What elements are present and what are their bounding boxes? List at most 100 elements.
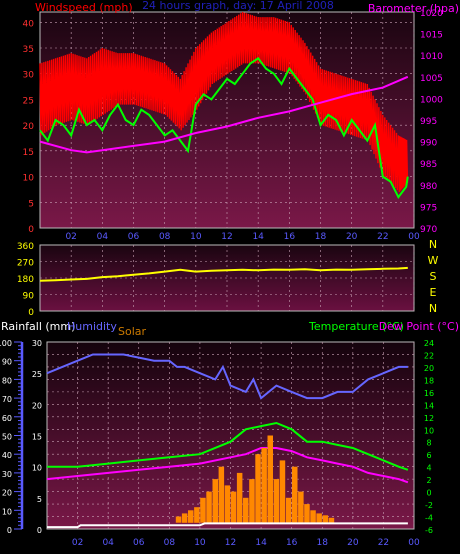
temperature-tick-label: 2 — [426, 476, 431, 485]
y2-tick-label: 985 — [420, 160, 437, 170]
direction-tick-label: 360 — [17, 242, 34, 252]
humidity-series — [46, 353, 408, 400]
dew-point-series — [46, 447, 409, 484]
x-tick-label: 08 — [159, 232, 171, 242]
x-tick-label: 16 — [286, 538, 298, 548]
x-tick-label: 04 — [97, 232, 109, 242]
temperature-tick-label: 12 — [424, 414, 434, 423]
x-tick-label: 18 — [315, 232, 327, 242]
rainfall-tick-label: 80 — [2, 376, 12, 385]
solar-bar — [181, 513, 188, 523]
humidity-tick-label: 0 — [37, 526, 42, 535]
y-tick-label: 30 — [23, 71, 35, 81]
compass-label: W — [428, 254, 439, 267]
solar-bar — [218, 466, 225, 523]
solar-bar — [322, 515, 329, 523]
direction-tick-label: 90 — [23, 292, 35, 302]
solar-bar — [267, 435, 273, 523]
x-tick-label: 08 — [164, 538, 176, 548]
x-tick-label: 20 — [347, 538, 359, 548]
rainfall-tick-label: 40 — [2, 451, 12, 460]
solar-bar — [328, 517, 335, 523]
solar-bar — [255, 454, 261, 523]
x-tick-label: 20 — [346, 232, 358, 242]
x-tick-label: 22 — [377, 232, 388, 242]
solar-bar — [236, 472, 243, 523]
temperature-tick-label: -2 — [425, 501, 433, 510]
rainfall-tick-label: 60 — [2, 414, 12, 423]
y-tick-label: 0 — [28, 225, 34, 235]
temperature-tick-label: 4 — [426, 464, 431, 473]
rainfall-tick-label: 30 — [2, 470, 12, 479]
solar-bar — [230, 491, 237, 523]
solar-bar — [310, 510, 316, 523]
compass-label: N — [429, 238, 437, 251]
temperature-tick-label: -6 — [425, 526, 433, 535]
y2-tick-label: 975 — [420, 203, 437, 213]
temperature-tick-label: 24 — [424, 339, 434, 348]
solar-bar — [188, 510, 194, 523]
rainfall-tick-label: 10 — [2, 507, 12, 516]
y2-tick-label: 980 — [420, 182, 437, 192]
x-tick-label: 16 — [284, 232, 296, 242]
y-tick-label: 15 — [23, 148, 34, 158]
temperature-tick-label: 20 — [424, 364, 434, 373]
y2-tick-label: 1020 — [420, 9, 443, 19]
solar-bar — [224, 485, 231, 523]
rainfall-series — [47, 522, 408, 529]
y-tick-label: 35 — [23, 45, 34, 55]
humidity-label: Humidity — [67, 320, 117, 333]
y2-tick-label: 990 — [420, 139, 437, 149]
rainfall-label: Rainfall (mm) — [1, 320, 75, 333]
x-tick-label: 02 — [72, 538, 83, 548]
humidity-tick-label: 25 — [32, 370, 42, 379]
windspeed-label: Windspeed (mph) — [35, 1, 133, 14]
solar-bar — [298, 491, 304, 523]
solar-bar — [175, 516, 182, 523]
solar-bar — [273, 479, 280, 523]
rainfall-tick-label: 20 — [2, 489, 12, 498]
solar-label: Solar — [118, 325, 147, 338]
temperature-label: Temperature (°C) — [308, 320, 404, 333]
x-tick-label: 22 — [378, 538, 389, 548]
plot-area-3 — [46, 341, 415, 530]
rainfall-tick-label: 70 — [2, 395, 12, 404]
humidity-tick-label: 20 — [32, 401, 42, 410]
y2-tick-label: 970 — [420, 225, 437, 235]
direction-tick-label: 270 — [17, 259, 34, 269]
direction-tick-label: 0 — [28, 308, 34, 318]
barometer-label: Barometer (hpa) — [368, 2, 459, 15]
x-tick-label: 12 — [221, 232, 232, 242]
solar-bar — [206, 491, 212, 523]
rainfall-tick-label: 90 — [2, 358, 12, 367]
temperature-tick-label: 18 — [424, 376, 434, 385]
y-tick-label: 10 — [23, 174, 35, 184]
solar-bar — [279, 460, 286, 523]
x-tick-label: 06 — [133, 538, 145, 548]
x-tick-label: 10 — [190, 232, 202, 242]
y2-tick-label: 1010 — [420, 52, 443, 62]
y2-tick-label: 1015 — [420, 31, 443, 41]
solar-bar — [212, 479, 218, 523]
direction-tick-label: 180 — [17, 275, 34, 285]
temperature-tick-label: 16 — [424, 389, 434, 398]
x-tick-label: 06 — [128, 232, 140, 242]
y-tick-label: 25 — [23, 96, 34, 106]
solar-bar — [249, 479, 255, 523]
compass-label: S — [430, 270, 437, 283]
chart-title: 24 hours graph, day: 17 April 2008 — [142, 0, 334, 12]
solar-bar — [194, 507, 200, 523]
humidity-tick-label: 15 — [32, 433, 42, 442]
y-tick-label: 40 — [23, 19, 35, 29]
x-tick-label: 04 — [102, 538, 114, 548]
barometer-series — [39, 75, 409, 154]
solar-bar — [200, 497, 206, 523]
humidity-tick-label: 30 — [32, 339, 42, 348]
x-tick-label: 00 — [408, 232, 420, 242]
x-tick-label: 10 — [194, 538, 206, 548]
wind-direction-series — [39, 266, 408, 282]
temperature-tick-label: -4 — [425, 514, 433, 523]
